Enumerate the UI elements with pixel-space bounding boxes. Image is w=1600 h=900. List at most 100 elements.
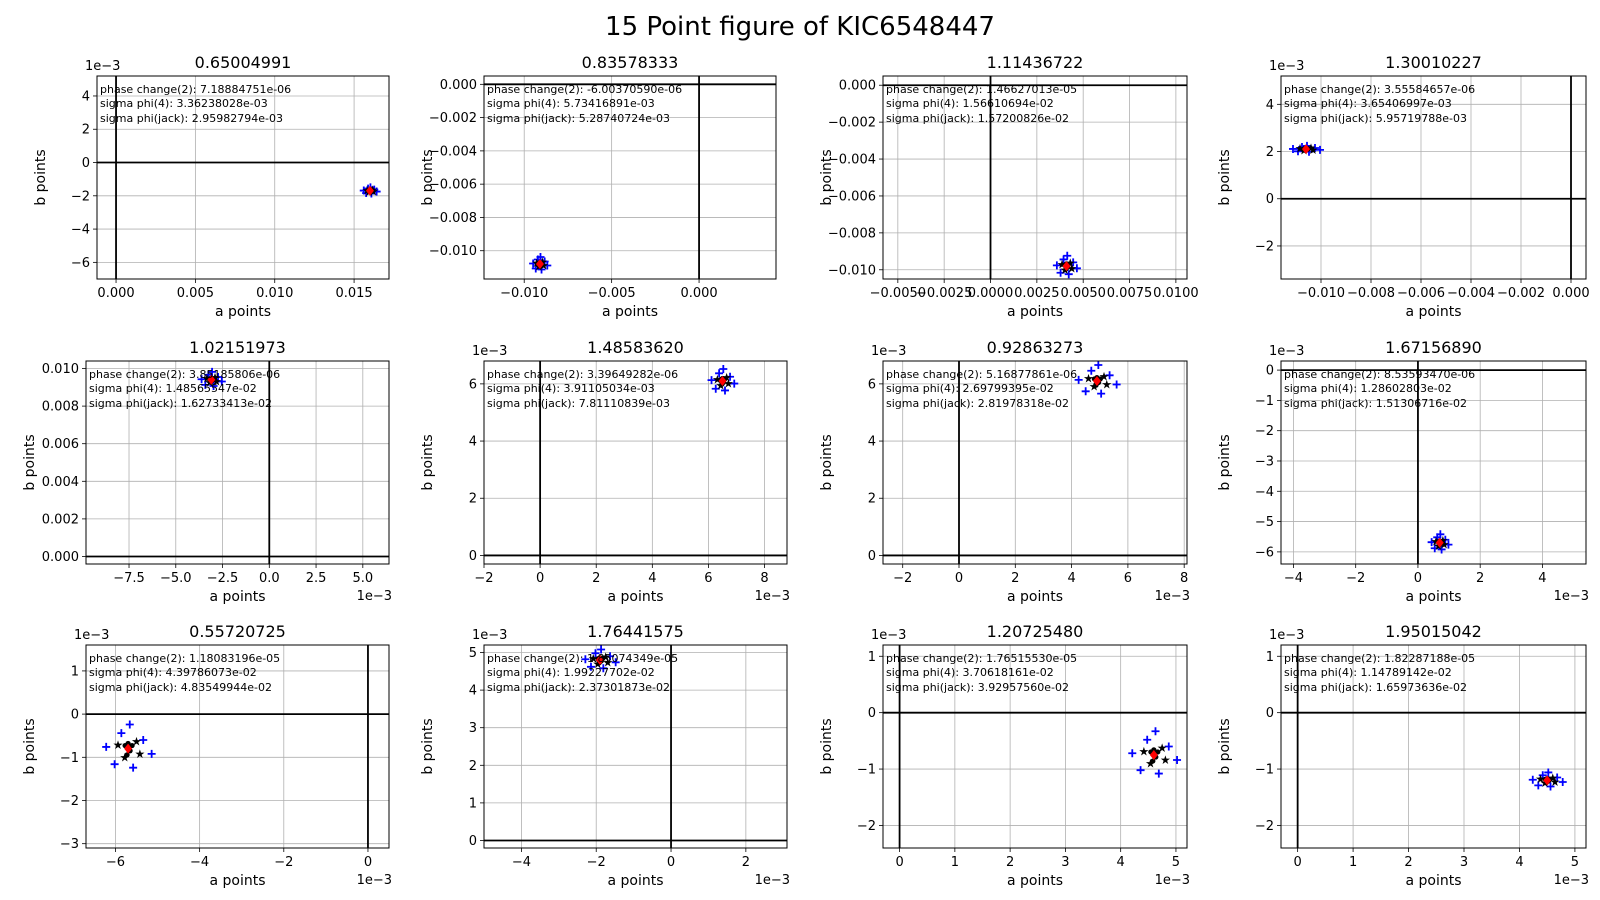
y-axis-label: b points bbox=[22, 718, 38, 774]
x-axis-label: a points bbox=[209, 873, 265, 889]
plus-marker bbox=[110, 760, 119, 769]
plus-marker bbox=[209, 381, 218, 390]
plus-marker bbox=[726, 372, 735, 381]
subplot-title: 1.95015042 bbox=[1385, 622, 1482, 641]
x-tick-label: −0.010 bbox=[1297, 286, 1345, 301]
plus-marker bbox=[197, 375, 206, 384]
y-tick-label: 0.004 bbox=[42, 475, 79, 490]
y-axis-label: b points bbox=[1217, 718, 1233, 774]
plus-marker bbox=[1105, 371, 1114, 380]
star-marker: ★ bbox=[201, 372, 212, 386]
x-tick-label: −2 bbox=[474, 571, 493, 586]
y-tick-label: −0.006 bbox=[429, 178, 477, 193]
x-tick-label: 8 bbox=[760, 571, 768, 586]
phase-change-annotation: phase change(2): 8.53593470e-06 bbox=[1284, 368, 1475, 381]
sigma-phi-jack-annotation: sigma phi(jack): 4.83549944e-02 bbox=[89, 681, 272, 694]
y-tick-label: −1 bbox=[60, 751, 79, 766]
plus-marker bbox=[1558, 778, 1567, 787]
y-tick-label: 0 bbox=[868, 549, 876, 564]
x-tick-label: 6 bbox=[1124, 571, 1132, 586]
y-axis-label: b points bbox=[420, 149, 436, 205]
x-offset-label: 1e−3 bbox=[1155, 873, 1190, 888]
x-tick-label: −2 bbox=[893, 571, 912, 586]
plus-marker bbox=[214, 372, 223, 381]
plus-marker bbox=[1437, 545, 1446, 554]
axes-frame bbox=[483, 644, 788, 849]
plus-marker bbox=[1534, 781, 1543, 790]
y-tick-label: −2 bbox=[71, 189, 90, 204]
sigma-phi-jack-annotation: sigma phi(jack): 5.95719788e-03 bbox=[1284, 112, 1467, 125]
y-tick-label: 4 bbox=[469, 684, 477, 699]
y-tick-label: 2 bbox=[469, 492, 477, 507]
x-tick-label: 4 bbox=[648, 571, 656, 586]
y-axis-label: b points bbox=[33, 149, 49, 205]
x-tick-label: −0.008 bbox=[1347, 286, 1395, 301]
phase-change-annotation: phase change(2): 5.16877861e-06 bbox=[886, 368, 1077, 381]
plus-marker bbox=[1436, 530, 1445, 539]
x-tick-label: 0 bbox=[667, 855, 675, 870]
star-marker: ★ bbox=[712, 372, 723, 386]
plus-marker bbox=[1173, 756, 1182, 765]
axes-frame bbox=[1280, 75, 1587, 280]
plus-marker bbox=[531, 264, 540, 273]
x-tick-label: 2.5 bbox=[306, 571, 327, 586]
plus-marker bbox=[730, 379, 739, 388]
subplot: −2 0 2 4 6 8 0 2 4 6 ★★★★phase change(2): 3.396492… bbox=[420, 338, 790, 605]
diamond-marker bbox=[1302, 144, 1310, 155]
y-tick-label: 0 bbox=[1266, 364, 1274, 379]
x-tick-label: −0.0050 bbox=[870, 286, 926, 301]
y-tick-label: 3 bbox=[469, 721, 477, 736]
star-marker: ★ bbox=[1431, 535, 1442, 549]
x-axis-label: a points bbox=[1405, 304, 1461, 320]
y-tick-label: −2 bbox=[1255, 819, 1274, 834]
plus-marker bbox=[720, 386, 729, 395]
x-tick-label: 0.0 bbox=[259, 571, 280, 586]
plus-marker bbox=[1069, 258, 1078, 267]
sigma-phi4-annotation: sigma phi(4): 2.69799395e-02 bbox=[886, 382, 1054, 395]
plus-marker bbox=[1064, 270, 1073, 279]
phase-change-annotation: phase change(2): 3.85185806e-06 bbox=[89, 368, 280, 381]
plus-marker bbox=[1081, 387, 1090, 396]
x-offset-label: 1e−3 bbox=[755, 873, 790, 888]
x-tick-label: 0.0000 bbox=[968, 286, 1014, 301]
y-tick-label: 4 bbox=[469, 435, 477, 450]
sigma-phi-jack-annotation: sigma phi(jack): 2.81978318e-02 bbox=[886, 397, 1069, 410]
y-offset-label: 1e−3 bbox=[1269, 344, 1304, 359]
y-tick-label: −4 bbox=[71, 223, 90, 238]
sigma-phi4-annotation: sigma phi(4): 3.65406997e-03 bbox=[1284, 97, 1452, 110]
subplot: −2 0 2 4 6 8 0 2 4 6 ★★★★phase change(2): 5.168778… bbox=[819, 338, 1190, 605]
sigma-phi4-annotation: sigma phi(4): 4.39786073e-02 bbox=[89, 666, 257, 679]
y-tick-label: −1 bbox=[1255, 763, 1274, 778]
dot-marker bbox=[124, 752, 130, 758]
plus-marker bbox=[1052, 261, 1061, 270]
plus-marker bbox=[129, 763, 138, 772]
axes-frame bbox=[96, 75, 390, 280]
phase-change-annotation: phase change(2): 1.46627013e-05 bbox=[886, 83, 1077, 96]
plus-marker bbox=[719, 365, 728, 374]
star-marker: ★ bbox=[1550, 775, 1561, 789]
subplot: 0 1 2 3 4 5−2−101★ ★★★phase change(2): 1.76515… bbox=[819, 622, 1190, 889]
x-tick-label: −4 bbox=[1284, 571, 1303, 586]
x-tick-label: 0 bbox=[895, 855, 903, 870]
phase-change-annotation: phase change(2): 1.76515530e-05 bbox=[886, 652, 1077, 665]
y-tick-label: −1 bbox=[857, 763, 876, 778]
x-axis-label: a points bbox=[1007, 589, 1063, 605]
plot-area: ★★★★ bbox=[1281, 645, 1586, 848]
plus-marker bbox=[1546, 782, 1555, 791]
star-marker: ★ bbox=[538, 259, 549, 273]
x-tick-label: 4 bbox=[1117, 855, 1125, 870]
sigma-phi-jack-annotation: sigma phi(jack): 1.51306716e-02 bbox=[1284, 397, 1467, 410]
y-tick-label: 1 bbox=[1266, 650, 1274, 665]
star-marker: ★ bbox=[1547, 771, 1558, 785]
sigma-phi4-annotation: sigma phi(4): 1.99227702e-02 bbox=[487, 666, 655, 679]
plus-marker bbox=[611, 658, 620, 667]
y-tick-label: 0.002 bbox=[42, 512, 79, 527]
plot-area: ★★★★ bbox=[484, 645, 787, 848]
y-tick-label: −1 bbox=[1255, 394, 1274, 409]
plot-area: ★★★★ bbox=[1281, 76, 1586, 279]
y-tick-label: 0.008 bbox=[42, 400, 79, 415]
x-tick-label: 3 bbox=[1460, 855, 1468, 870]
subplot: −7.5 −5.0 −2.5 0.0 2.5 5.0 0.000 0.002 0.004 0.00… bbox=[22, 338, 392, 605]
plus-marker bbox=[1544, 768, 1553, 777]
x-tick-label: 2 bbox=[742, 855, 750, 870]
